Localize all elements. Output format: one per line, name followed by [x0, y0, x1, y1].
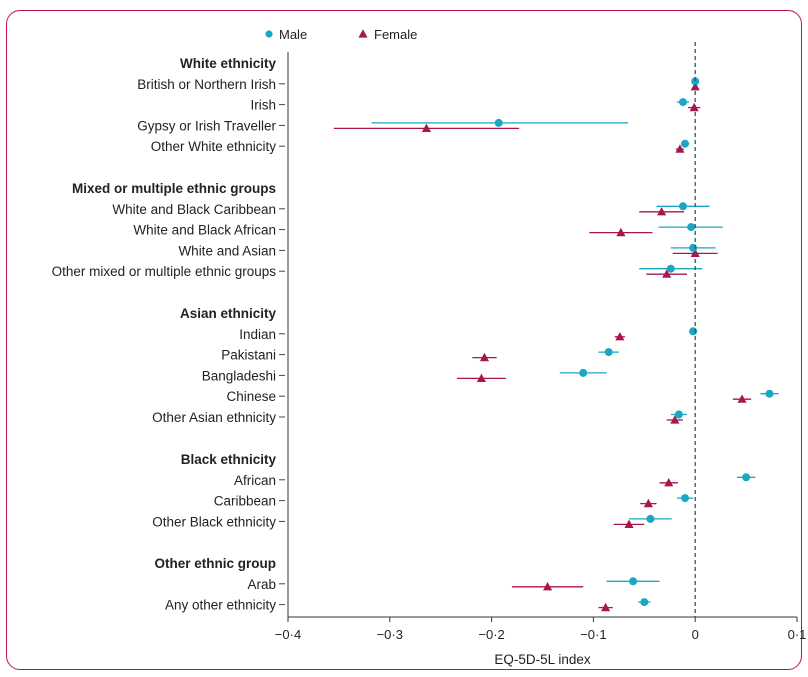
x-axis-label: EQ-5D-5L index: [494, 652, 591, 667]
male-marker: [640, 598, 649, 607]
female-marker: [616, 227, 626, 237]
row-label: Other mixed or multiple ethnic groups: [52, 264, 277, 279]
male-marker: [678, 202, 687, 211]
chart-frame: [6, 10, 802, 670]
x-tick-label: 0: [692, 627, 699, 642]
male-marker: [604, 348, 613, 357]
male-marker: [494, 118, 503, 127]
legend-female-label: Female: [374, 27, 417, 42]
female-marker: [476, 373, 486, 382]
female-marker: [615, 332, 625, 341]
male-marker: [742, 473, 751, 482]
male-marker: [646, 514, 655, 523]
x-tick-label: −0·2: [478, 627, 504, 642]
row-label: Chinese: [226, 389, 276, 404]
x-tick-label: −0·1: [580, 627, 606, 642]
female-marker: [479, 352, 490, 362]
female-marker: [664, 478, 674, 487]
male-marker: [687, 223, 696, 232]
female-marker: [675, 144, 685, 153]
x-tick-label: −0·4: [275, 627, 301, 642]
legend: Male Female: [265, 27, 417, 42]
row-label: Gypsy or Irish Traveller: [137, 118, 276, 133]
male-marker: [689, 243, 698, 252]
male-marker: [674, 410, 683, 419]
male-marker: [629, 577, 638, 586]
male-marker: [689, 327, 698, 336]
row-label: Arab: [247, 577, 276, 592]
row-label: Other White ethnicity: [151, 139, 277, 154]
legend-female-marker: [358, 29, 368, 38]
male-marker: [681, 139, 690, 148]
row-label: Other Black ethnicity: [152, 514, 276, 529]
row-label: Pakistani: [221, 348, 276, 363]
male-marker: [666, 264, 675, 273]
male-marker: [691, 77, 700, 86]
female-marker: [689, 102, 699, 112]
female-marker: [624, 519, 634, 528]
row-label: White and Black Caribbean: [112, 202, 276, 217]
row-label: Other Asian ethnicity: [152, 410, 276, 425]
female-marker: [670, 415, 680, 424]
row-label: White and Black African: [133, 223, 276, 238]
x-tick-label: −0·3: [377, 627, 403, 642]
female-marker: [657, 207, 667, 216]
group-title: Other ethnic group: [155, 556, 277, 571]
plot-rows: White ethnicity British or Northern Irish…: [52, 56, 779, 613]
female-marker: [421, 123, 432, 132]
female-marker: [543, 582, 553, 591]
male-marker: [678, 98, 687, 107]
female-marker: [662, 269, 672, 278]
row-label: White and Asian: [178, 243, 276, 258]
row-label: Irish: [250, 98, 276, 113]
group-title: Asian ethnicity: [180, 306, 277, 321]
group-title: White ethnicity: [180, 56, 276, 71]
group-title: Mixed or multiple ethnic groups: [72, 181, 276, 196]
female-marker: [601, 602, 611, 612]
row-label: Indian: [239, 327, 276, 342]
male-marker: [765, 389, 774, 398]
male-marker: [579, 368, 588, 377]
female-marker: [643, 498, 653, 508]
row-label: Any other ethnicity: [165, 598, 276, 613]
male-marker: [681, 494, 690, 503]
female-marker: [737, 394, 747, 403]
legend-male-marker: [265, 30, 273, 38]
x-tick-label: 0·1: [788, 627, 807, 642]
x-axis: −0·4 −0·3 −0·2 −0·1 0 0·1 EQ-5D-5L index: [275, 42, 807, 667]
legend-male-label: Male: [279, 27, 307, 42]
row-label: British or Northern Irish: [137, 77, 276, 92]
row-label: Bangladeshi: [202, 368, 276, 383]
row-label: Caribbean: [214, 494, 276, 509]
row-label: African: [234, 473, 276, 488]
group-title: Black ethnicity: [181, 452, 277, 467]
